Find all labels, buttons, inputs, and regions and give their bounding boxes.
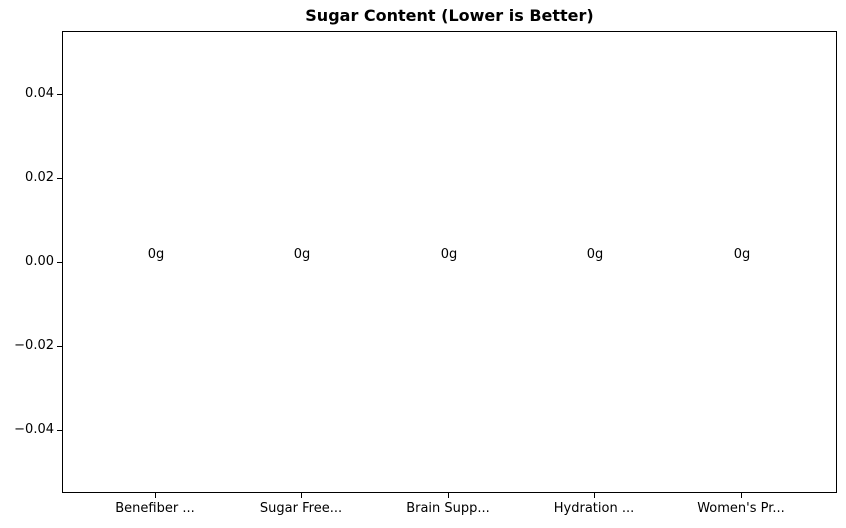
y-tick-mark — [57, 178, 62, 179]
bar-value-label: 0g — [733, 247, 751, 262]
y-tick-label: 0.02 — [25, 170, 54, 185]
x-tick-mark — [301, 493, 302, 498]
bar-value-label: 0g — [440, 247, 458, 262]
chart-title: Sugar Content (Lower is Better) — [305, 6, 594, 25]
y-tick-mark — [57, 430, 62, 431]
x-tick-mark — [594, 493, 595, 498]
y-tick-mark — [57, 262, 62, 263]
x-tick-label: Benefiber ... — [115, 501, 195, 516]
y-tick-label: 0.00 — [25, 254, 54, 269]
x-tick-mark — [155, 493, 156, 498]
x-tick-mark — [448, 493, 449, 498]
y-tick-label: −0.04 — [14, 422, 54, 437]
x-tick-label: Brain Supp... — [406, 501, 490, 516]
x-tick-mark — [741, 493, 742, 498]
x-tick-label: Sugar Free... — [259, 501, 343, 516]
bar-value-label: 0g — [586, 247, 604, 262]
y-tick-label: 0.04 — [25, 86, 54, 101]
plot-area: 0g 0g 0g 0g 0g — [62, 31, 837, 493]
y-tick-mark — [57, 94, 62, 95]
y-tick-label: −0.02 — [14, 338, 54, 353]
bar-value-label: 0g — [293, 247, 311, 262]
x-tick-label: Women's Pr... — [697, 501, 785, 516]
bar-value-label: 0g — [147, 247, 165, 262]
x-tick-label: Hydration ... — [553, 501, 635, 516]
y-tick-mark — [57, 346, 62, 347]
